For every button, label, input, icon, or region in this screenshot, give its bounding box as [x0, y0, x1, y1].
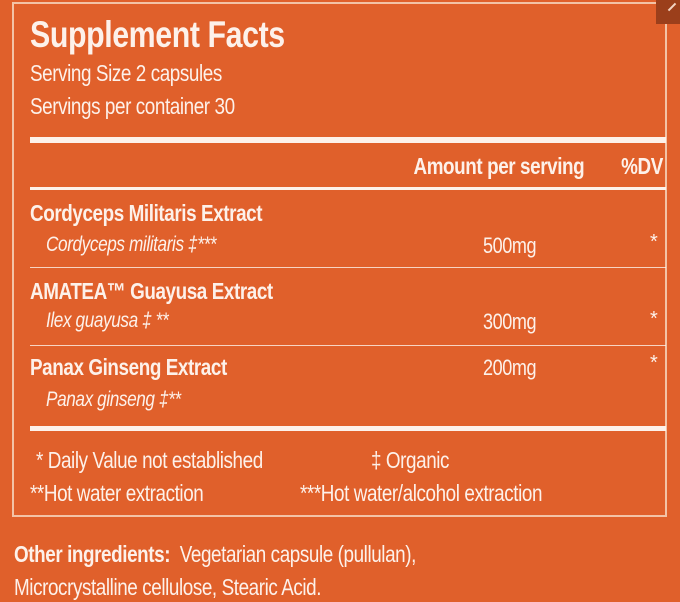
- footnote-hot-water: **Hot water extraction: [30, 480, 204, 506]
- other-ingredients-line1: Vegetarian capsule (pullulan),: [179, 541, 417, 567]
- ingredient-source: Panax ginseng ‡**: [46, 388, 181, 411]
- ingredient-source: Cordyceps militaris ‡***: [46, 233, 217, 256]
- footnote-organic: ‡ Organic: [371, 447, 450, 473]
- panel-title: Supplement Facts: [30, 14, 285, 55]
- divider-thin: [30, 345, 666, 346]
- supplement-facts-panel: [12, 2, 667, 517]
- ingredient-dv: *: [650, 352, 658, 374]
- ingredient-name: Cordyceps Militaris Extract: [30, 200, 263, 226]
- divider-thick: [30, 426, 666, 431]
- ingredient-name: Panax Ginseng Extract: [30, 354, 227, 380]
- footnote-dv: * Daily Value not established: [36, 447, 263, 473]
- other-ingredients: Other ingredients: Vegetarian capsule (p…: [14, 541, 504, 568]
- divider-thick: [30, 137, 666, 143]
- ingredient-amount: 200mg: [483, 355, 537, 380]
- ingredient-dv: *: [650, 308, 658, 330]
- other-ingredients-line2: Microcrystalline cellulose, Stearic Acid…: [14, 574, 322, 600]
- divider-thin: [30, 267, 666, 268]
- ingredient-name: AMATEA™ Guayusa Extract: [30, 278, 273, 304]
- other-ingredients-label: Other ingredients:: [14, 541, 171, 567]
- servings-per-container: Servings per container 30: [30, 93, 235, 119]
- ingredient-amount: 500mg: [483, 233, 537, 258]
- expand-icon[interactable]: [656, 0, 680, 24]
- ingredient-amount: 300mg: [483, 309, 537, 334]
- dv-header: %DV: [621, 153, 663, 179]
- amount-header: Amount per serving: [413, 153, 584, 179]
- serving-size: Serving Size 2 capsules: [30, 60, 222, 86]
- ingredient-source: Ilex guayusa ‡ **: [46, 309, 169, 332]
- divider: [30, 187, 666, 190]
- footnote-hot-water-alcohol: ***Hot water/alcohol extraction: [300, 480, 543, 506]
- ingredient-dv: *: [650, 231, 658, 253]
